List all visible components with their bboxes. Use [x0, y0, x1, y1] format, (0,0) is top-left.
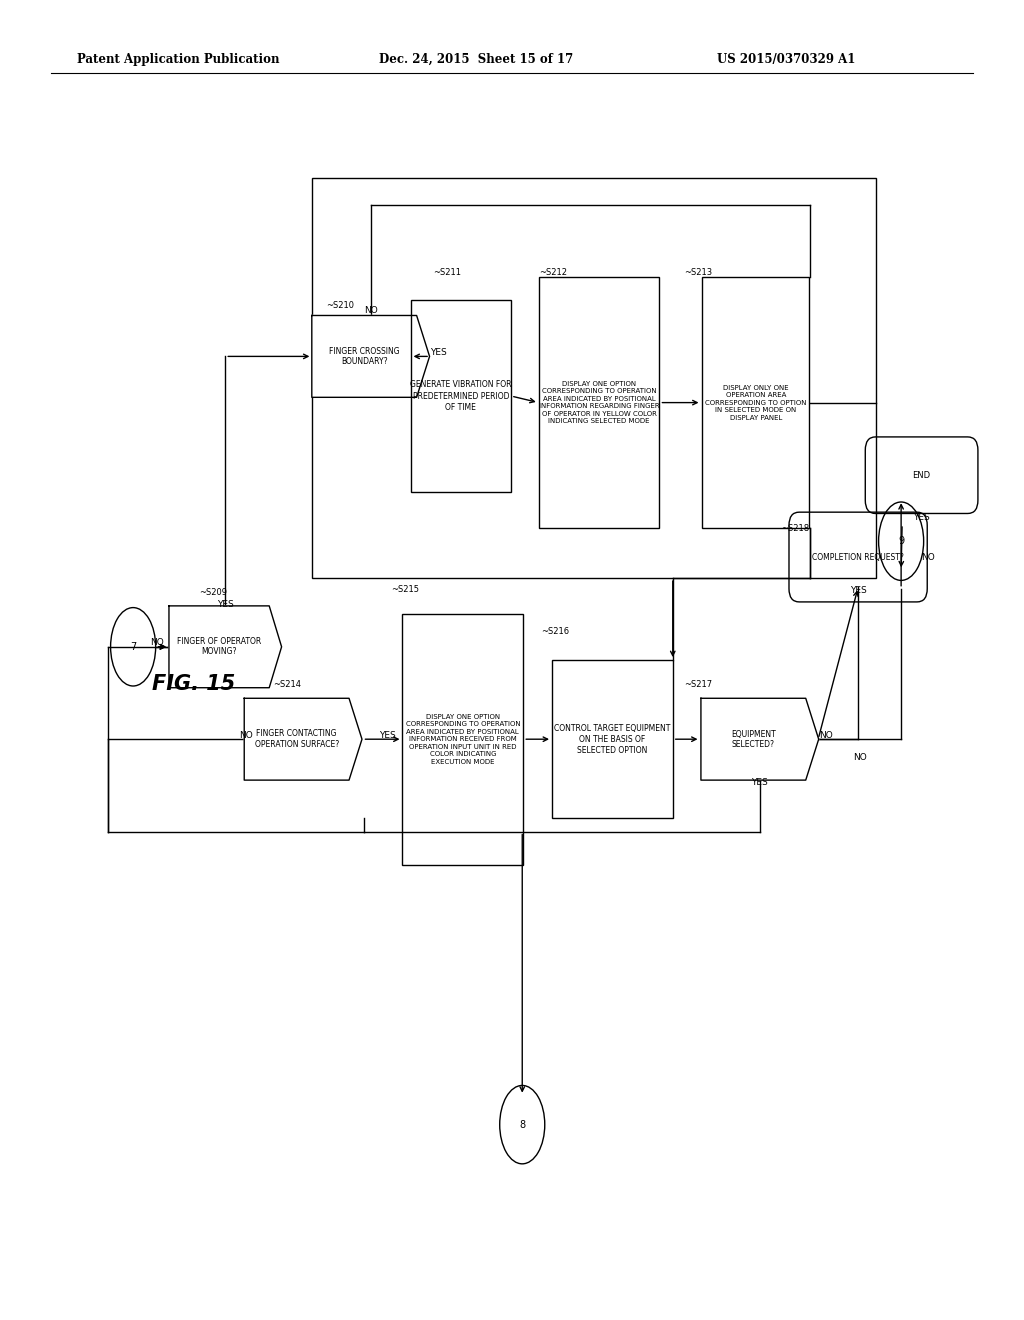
Text: DISPLAY ONE OPTION
CORRESPONDING TO OPERATION
AREA INDICATED BY POSITIONAL
INFOR: DISPLAY ONE OPTION CORRESPONDING TO OPER… [406, 714, 520, 764]
Bar [702, 277, 809, 528]
Text: YES: YES [752, 779, 768, 787]
Text: YES: YES [850, 586, 866, 594]
Text: NO: NO [922, 553, 935, 561]
Text: FINGER OF OPERATOR
MOVING?: FINGER OF OPERATOR MOVING? [177, 638, 261, 656]
Text: DISPLAY ONE OPTION
CORRESPONDING TO OPERATION
AREA INDICATED BY POSITIONAL
INFOR: DISPLAY ONE OPTION CORRESPONDING TO OPER… [539, 381, 659, 424]
Text: ~S209: ~S209 [199, 587, 226, 597]
Text: YES: YES [913, 513, 930, 521]
Text: ~S216: ~S216 [541, 627, 568, 636]
Text: US 2015/0370329 A1: US 2015/0370329 A1 [717, 53, 855, 66]
Text: ~S210: ~S210 [326, 301, 353, 310]
Text: 9: 9 [898, 536, 904, 546]
Text: ~S211: ~S211 [433, 268, 461, 277]
Text: NO: NO [240, 731, 253, 739]
Bar [312, 178, 876, 578]
Bar [552, 660, 673, 818]
Text: FIG. 15: FIG. 15 [152, 673, 234, 694]
Text: NO: NO [819, 731, 833, 739]
Text: YES: YES [379, 731, 395, 739]
Text: CONTROL TARGET EQUIPMENT
ON THE BASIS OF
SELECTED OPTION: CONTROL TARGET EQUIPMENT ON THE BASIS OF… [554, 723, 671, 755]
Text: COMPLETION REQUEST?: COMPLETION REQUEST? [812, 553, 904, 561]
Text: GENERATE VIBRATION FOR
PREDETERMINED PERIOD
OF TIME: GENERATE VIBRATION FOR PREDETERMINED PER… [410, 380, 512, 412]
Text: FINGER CROSSING
BOUNDARY?: FINGER CROSSING BOUNDARY? [329, 347, 399, 366]
Bar [539, 277, 659, 528]
Polygon shape [244, 698, 362, 780]
Polygon shape [169, 606, 282, 688]
Text: ~S217: ~S217 [684, 680, 712, 689]
Text: NO: NO [853, 754, 867, 762]
Text: ~S218: ~S218 [781, 524, 809, 533]
Text: Dec. 24, 2015  Sheet 15 of 17: Dec. 24, 2015 Sheet 15 of 17 [379, 53, 573, 66]
Text: NO: NO [364, 306, 378, 314]
Polygon shape [311, 315, 430, 397]
Text: YES: YES [430, 348, 446, 356]
Text: ~S212: ~S212 [539, 268, 566, 277]
Text: NO: NO [151, 639, 164, 647]
Text: YES: YES [217, 601, 233, 609]
Text: END: END [912, 471, 931, 479]
Text: ~S214: ~S214 [273, 680, 301, 689]
Text: Patent Application Publication: Patent Application Publication [77, 53, 280, 66]
Text: ~S215: ~S215 [391, 585, 419, 594]
Text: 7: 7 [130, 642, 136, 652]
Text: EQUIPMENT
SELECTED?: EQUIPMENT SELECTED? [731, 730, 776, 748]
Text: DISPLAY ONLY ONE
OPERATION AREA
CORRESPONDING TO OPTION
IN SELECTED MODE ON
DISP: DISPLAY ONLY ONE OPERATION AREA CORRESPO… [705, 384, 807, 421]
Polygon shape [700, 698, 819, 780]
Text: ~S213: ~S213 [684, 268, 712, 277]
Text: FINGER CONTACTING
OPERATION SURFACE?: FINGER CONTACTING OPERATION SURFACE? [255, 730, 339, 748]
Text: 8: 8 [519, 1119, 525, 1130]
Bar [411, 300, 511, 492]
Bar [402, 614, 523, 865]
